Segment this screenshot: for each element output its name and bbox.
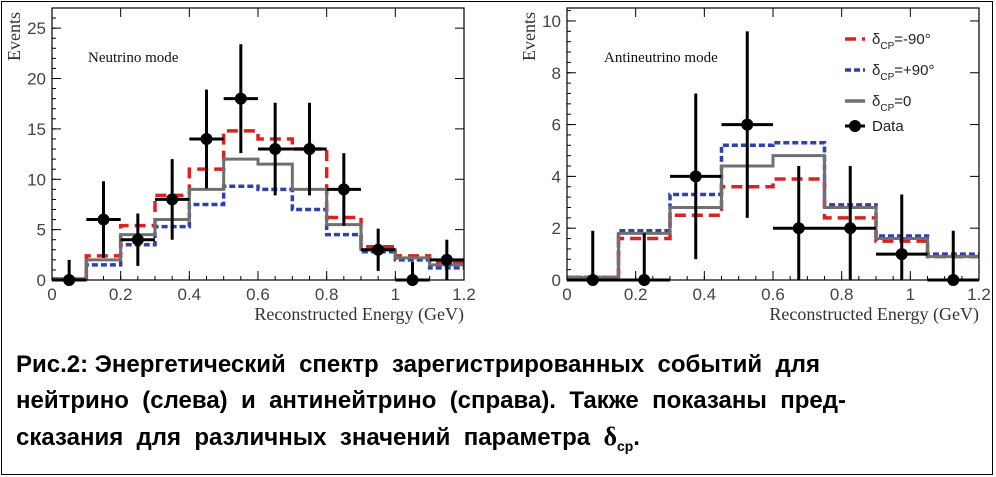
caption-line-3: сказания для различных значений параметр…: [16, 424, 604, 451]
y-axis-title: Events: [519, 12, 539, 61]
data-point: [269, 143, 282, 156]
caption-period: .: [633, 424, 640, 451]
x-tick-label: 0.6: [246, 285, 270, 304]
x-tick-label: 1.2: [967, 285, 991, 304]
x-tick-label: 0: [47, 285, 56, 304]
y-tick-label: 20: [27, 70, 46, 89]
y-tick-label: 0: [37, 271, 46, 290]
neutrino-chart: 0 5 10 15 20 25 0 0.2 0.4 0.6 0.8 1 1.2Reconstructed…: [4, 7, 476, 325]
delta-subscript: cp: [616, 438, 634, 454]
plot-frame: [51, 7, 465, 281]
x-axis-title: Reconstructed Energy (GeV): [254, 304, 464, 325]
data-point: [200, 132, 213, 145]
x-tick-label: 0.2: [109, 285, 133, 304]
x-tick-label: 0.4: [693, 285, 717, 304]
delta-symbol: δ: [603, 422, 617, 451]
data-point: [844, 222, 857, 235]
histogram-plus90: [52, 184, 464, 281]
data-point: [741, 118, 754, 131]
x-tick-label: 0.4: [178, 285, 202, 304]
data-point: [337, 183, 350, 196]
x-tick-label: 0: [562, 285, 571, 304]
data-point: [303, 143, 316, 156]
data-point: [895, 248, 908, 261]
data-point: [166, 193, 179, 206]
legend-data-marker: [849, 120, 861, 132]
y-tick-label: 25: [27, 19, 46, 38]
y-axis-title: Events: [4, 12, 24, 61]
plot-frame: [566, 7, 980, 281]
y-tick-label: 2: [552, 219, 561, 238]
data-point: [372, 243, 385, 256]
caption-line-1: Рис.2: Энергетический спектр зарегистрир…: [16, 351, 820, 378]
x-tick-label: 1.2: [452, 285, 476, 304]
histogram-zero: [567, 154, 979, 279]
x-axis-title: Reconstructed Energy (GeV): [769, 304, 979, 325]
chart-legend: δCP=-90° δCP=+90° δCP=0 Data: [845, 31, 934, 135]
x-tick-label: 0.8: [315, 285, 339, 304]
x-tick-label: 1: [391, 285, 400, 304]
y-tick-label: 10: [542, 12, 561, 31]
panel-title: Antineutrino mode: [604, 50, 718, 66]
y-tick-label: 4: [552, 167, 561, 186]
data-point: [131, 233, 144, 246]
data-point: [234, 92, 247, 105]
x-tick-label: 0.2: [624, 285, 648, 304]
y-tick-label: 6: [552, 116, 561, 135]
x-tick-label: 1: [906, 285, 915, 304]
y-tick-label: 10: [27, 170, 46, 189]
panel-title: Neutrino mode: [88, 50, 179, 66]
legend-label: δCP=0: [872, 93, 911, 114]
caption-line-2: нейтрино (слева) и антинейтрино (справа)…: [16, 387, 846, 414]
data-point: [97, 213, 110, 226]
y-tick-label: 0: [552, 271, 561, 290]
x-tick-label: 0.8: [830, 285, 854, 304]
figure-caption: Рис.2: Энергетический спектр зарегистрир…: [16, 347, 976, 464]
legend-label: δCP=-90°: [872, 31, 931, 52]
legend-label: δCP=+90°: [872, 62, 934, 83]
data-point: [792, 222, 805, 235]
histogram-minus90: [52, 129, 464, 281]
data-point: [440, 253, 453, 266]
y-tick-label: 5: [37, 221, 46, 240]
x-tick-label: 0.6: [761, 285, 785, 304]
y-tick-label: 15: [27, 120, 46, 139]
legend-data-label: Data: [872, 118, 904, 135]
data-point: [689, 170, 702, 183]
y-tick-label: 8: [552, 64, 561, 83]
